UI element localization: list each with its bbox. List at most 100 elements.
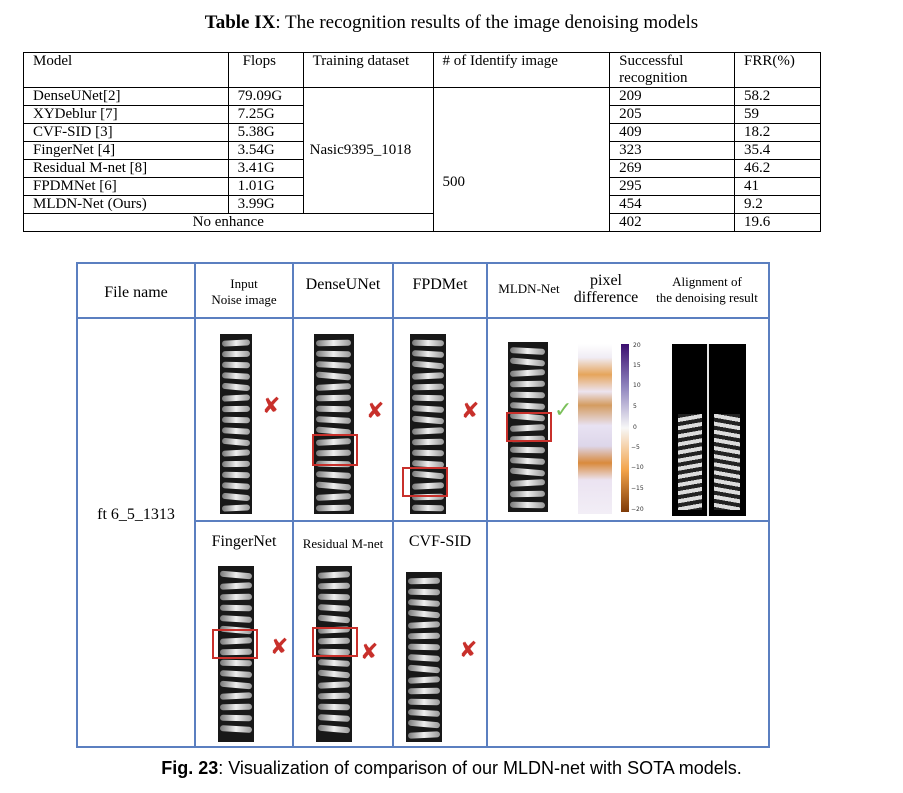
ridge-band [510,479,546,487]
ridge-band [221,504,251,512]
header-cvfsid: CVF-SID [408,533,472,550]
grid-line [292,262,294,748]
ridge-band [412,350,444,358]
col-header-success: Successful recognition [609,52,736,88]
figure-caption-text: : Visualization of comparison of our MLD… [218,758,742,778]
ridge-band [408,588,440,596]
fail-mark-cvfsid: ✘ [459,638,478,663]
ridge-band [510,501,546,509]
grid-line [194,262,196,748]
ridge-band [412,383,444,391]
fail-mark-denseunet: ✘ [366,399,385,424]
ridge-band [221,492,251,502]
colorbar-tick: −20 [631,506,644,513]
residual-highlight-box [312,627,358,657]
col-header-model: Model [23,52,229,88]
header-input: Input Noise image [196,276,292,308]
ridge-band [316,405,352,413]
cell-model: XYDeblur [7] [23,105,229,124]
ridge-band [221,339,251,347]
ridge-band [412,427,444,435]
ridge-band [318,681,350,689]
table-caption: Table IX: The recognition results of the… [0,12,903,34]
grid-line [194,520,770,522]
cell-frr: 41 [734,177,821,196]
ridge-band [408,676,440,684]
file-id: ft 6_5_1313 [97,506,175,523]
colorbar-tick: −15 [631,485,644,492]
ridge-band [220,692,252,700]
header-pixel-difference: pixel difference [566,272,646,306]
ridge-band [510,446,546,454]
mldn-image [508,342,548,512]
residual-mnet-image [316,566,352,742]
col-header-flops: Flops [227,52,304,88]
fail-mark-residual: ✘ [360,640,379,665]
ridge-band [510,347,546,355]
mldn-highlight-box [506,412,552,442]
ridge-band [220,703,252,711]
header-residual: Residual M-net [302,536,384,551]
colorbar-tick: −5 [631,444,640,451]
ridge-band [408,577,440,585]
header-alignment: Alignment of the denoising result [648,274,766,306]
ridge-band [219,570,253,580]
pass-mark-mldn: ✓ [554,398,573,423]
alignment-image [672,344,746,516]
header-denseunet: DenseUNet [305,276,381,293]
fail-mark-fpdmet: ✘ [461,399,480,424]
ridge-band [220,593,252,601]
table-row: FPDMNet [6] 1.01G 295 41 [23,177,821,196]
pixel-difference-colorbar [621,344,629,512]
ridge-band [408,709,440,717]
cell-model: MLDN-Net (Ours) [23,195,229,214]
header-pixel-line1: pixel [590,272,622,289]
header-fpdmet: FPDMet [412,276,468,293]
colorbar-tick: 20 [633,342,641,349]
ridge-band [412,339,444,347]
col-header-identify: # of Identify image [432,52,611,88]
cell-flops: 3.99G [227,195,304,214]
ridge-band [221,405,251,413]
ridge-band [412,504,444,512]
alignment-divider [707,344,709,516]
ridge-band [408,643,440,651]
ridge-band [220,714,252,722]
input-noise-image [220,334,252,514]
grid-line [76,262,78,748]
header-mldn: MLDN-Net [498,281,560,296]
figure-label: Fig. 23 [161,758,219,778]
table-header-row: Model Flops Training dataset # of Identi… [23,52,821,88]
ridge-band [220,725,252,733]
alignment-right-print [714,414,740,510]
cell-frr: 35.4 [734,141,821,160]
grid-line [768,262,770,748]
ridge-band [220,582,252,590]
pixel-difference-heatmap [578,344,612,514]
cell-success: 323 [609,141,736,160]
ridge-band [318,692,350,700]
cell-frr: 19.6 [734,213,821,232]
cell-success: 402 [609,213,736,232]
ridge-band [221,350,251,358]
ridge-band [412,438,444,446]
ridge-band [510,391,546,399]
ridge-band [316,361,352,369]
ridge-band [510,467,546,477]
cell-flops: 3.41G [227,159,304,178]
ridge-band [510,357,546,367]
header-fingernet: FingerNet [211,533,277,550]
fpdmet-highlight-box [402,467,448,497]
ridge-band [510,457,546,465]
comparison-figure: File name Input Noise image DenseUNet FP… [76,262,770,748]
results-table: Model Flops Training dataset # of Identi… [23,52,821,232]
table-row-baseline: No enhance 402 19.6 [23,213,821,232]
grid-line [392,262,394,748]
ridge-band [408,599,440,607]
ridge-band [221,460,251,468]
ridge-band [221,394,251,402]
ridge-band [317,669,351,679]
denseunet-highlight-box [312,434,358,466]
ridge-band [412,394,444,402]
ridge-band [316,504,352,512]
